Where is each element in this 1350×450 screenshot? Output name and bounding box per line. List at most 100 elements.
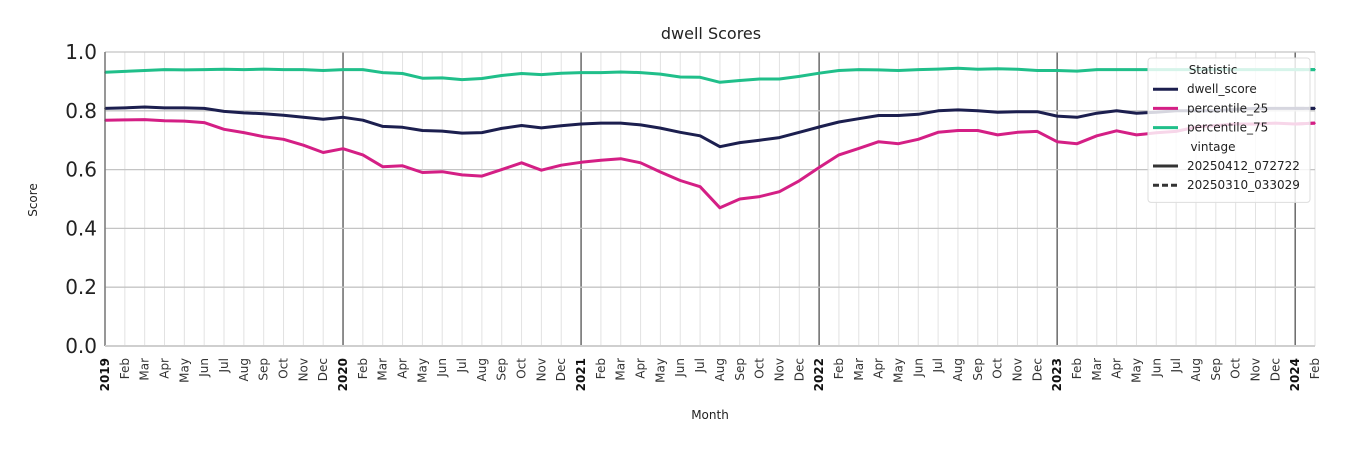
x-tick-label: Nov xyxy=(1010,358,1024,381)
data-point-dwell_score xyxy=(381,125,384,128)
data-point-percentile_75 xyxy=(798,75,801,78)
legend-heading: vintage xyxy=(1190,140,1235,154)
series-line-dwell_score xyxy=(104,105,1315,149)
data-point-percentile_25 xyxy=(659,171,662,173)
data-point-percentile_25 xyxy=(1096,134,1098,137)
x-tick-label: Oct xyxy=(753,358,767,379)
legend-item-label: percentile_75 xyxy=(1187,121,1268,135)
x-tick-label: Apr xyxy=(396,358,410,379)
data-point-dwell_score xyxy=(302,116,305,119)
data-point-dwell_score xyxy=(362,119,364,122)
data-point-dwell_score xyxy=(738,141,741,144)
data-point-percentile_25 xyxy=(996,134,999,136)
x-tick-label: 2021 xyxy=(574,358,588,391)
x-tick-label: Sep xyxy=(1209,358,1223,381)
data-point-percentile_75 xyxy=(381,71,384,74)
x-tick-label: Nov xyxy=(772,358,786,381)
data-point-dwell_score xyxy=(143,106,146,108)
data-point-dwell_score xyxy=(223,110,225,113)
x-tick-label: Dec xyxy=(554,358,568,381)
data-point-dwell_score xyxy=(957,109,959,111)
data-point-percentile_75 xyxy=(540,73,543,76)
data-point-percentile_25 xyxy=(857,147,860,150)
data-point-percentile_75 xyxy=(738,79,741,82)
y-tick-label: 0.8 xyxy=(65,99,97,123)
data-point-percentile_25 xyxy=(302,144,305,146)
y-tick-label: 1.0 xyxy=(65,40,97,64)
data-point-percentile_75 xyxy=(937,68,939,70)
x-tick-label: May xyxy=(177,358,191,383)
data-point-percentile_75 xyxy=(758,78,761,80)
legend-item-label: dwell_score xyxy=(1187,82,1257,96)
data-point-percentile_75 xyxy=(243,68,245,71)
data-point-percentile_75 xyxy=(580,71,582,74)
data-point-percentile_25 xyxy=(461,174,463,176)
data-point-dwell_score xyxy=(600,122,602,124)
data-point-percentile_25 xyxy=(421,171,424,174)
data-point-percentile_75 xyxy=(560,72,563,74)
data-point-dwell_score xyxy=(183,107,186,109)
data-point-percentile_75 xyxy=(639,71,642,74)
data-point-percentile_25 xyxy=(1135,134,1138,136)
data-point-percentile_25 xyxy=(1016,131,1019,134)
data-point-percentile_25 xyxy=(520,162,523,164)
y-tick-label: 0.6 xyxy=(65,158,97,182)
data-point-percentile_75 xyxy=(619,71,622,73)
data-point-dwell_score xyxy=(124,107,126,109)
data-point-percentile_25 xyxy=(481,175,483,177)
data-point-percentile_25 xyxy=(223,128,225,131)
data-point-dwell_score xyxy=(1076,116,1078,119)
data-point-percentile_75 xyxy=(282,68,285,71)
data-point-dwell_score xyxy=(1135,112,1138,114)
y-tick-label: 0.0 xyxy=(65,334,97,358)
data-point-percentile_25 xyxy=(124,119,126,121)
data-point-dwell_score xyxy=(699,134,701,137)
data-point-dwell_score xyxy=(401,126,404,129)
data-point-percentile_25 xyxy=(1036,130,1039,133)
data-point-dwell_score xyxy=(659,127,662,129)
data-point-dwell_score xyxy=(1016,110,1019,113)
data-point-percentile_75 xyxy=(600,71,602,74)
data-point-percentile_75 xyxy=(500,74,503,77)
data-point-percentile_75 xyxy=(1115,68,1118,71)
x-tick-label: Feb xyxy=(356,358,370,379)
data-point-percentile_75 xyxy=(1135,68,1138,71)
x-tick-label: Mar xyxy=(376,358,390,381)
data-point-percentile_25 xyxy=(203,121,205,124)
y-tick-label: 0.4 xyxy=(65,216,97,240)
data-point-percentile_25 xyxy=(540,169,543,171)
data-point-dwell_score xyxy=(203,107,205,110)
x-tick-label: Dec xyxy=(1030,358,1044,381)
data-point-percentile_25 xyxy=(1076,142,1078,145)
data-point-percentile_75 xyxy=(520,72,523,75)
y-tick-label: 0.2 xyxy=(65,275,97,299)
data-point-dwell_score xyxy=(679,131,682,134)
x-tick-label: Mar xyxy=(138,358,152,381)
data-point-percentile_25 xyxy=(183,120,186,122)
x-tick-label: 2020 xyxy=(336,358,350,391)
x-tick-label: Nov xyxy=(1248,358,1262,381)
data-point-dwell_score xyxy=(917,113,920,116)
x-tick-label: Mar xyxy=(614,358,628,381)
data-point-percentile_25 xyxy=(778,190,781,193)
x-tick-label: Sep xyxy=(733,358,747,381)
chart-title: dwell Scores xyxy=(661,24,761,43)
data-point-percentile_25 xyxy=(877,140,880,143)
data-point-dwell_score xyxy=(163,107,166,109)
data-point-dwell_score xyxy=(619,122,622,124)
data-point-dwell_score xyxy=(818,126,820,128)
legend-item-label: 20250412_072722 xyxy=(1187,159,1300,173)
data-point-dwell_score xyxy=(877,114,880,117)
data-point-dwell_score xyxy=(719,145,721,148)
data-point-dwell_score xyxy=(560,124,563,127)
x-tick-label: 2019 xyxy=(98,358,112,391)
data-point-dwell_score xyxy=(1036,110,1039,113)
data-point-dwell_score xyxy=(500,127,503,130)
data-point-percentile_25 xyxy=(560,164,563,166)
data-point-percentile_75 xyxy=(163,68,166,71)
x-tick-label: 2024 xyxy=(1288,358,1302,391)
data-point-percentile_75 xyxy=(699,76,701,79)
x-tick-label: Jul xyxy=(1169,358,1183,373)
data-point-percentile_25 xyxy=(342,147,344,150)
data-point-dwell_score xyxy=(282,114,285,117)
